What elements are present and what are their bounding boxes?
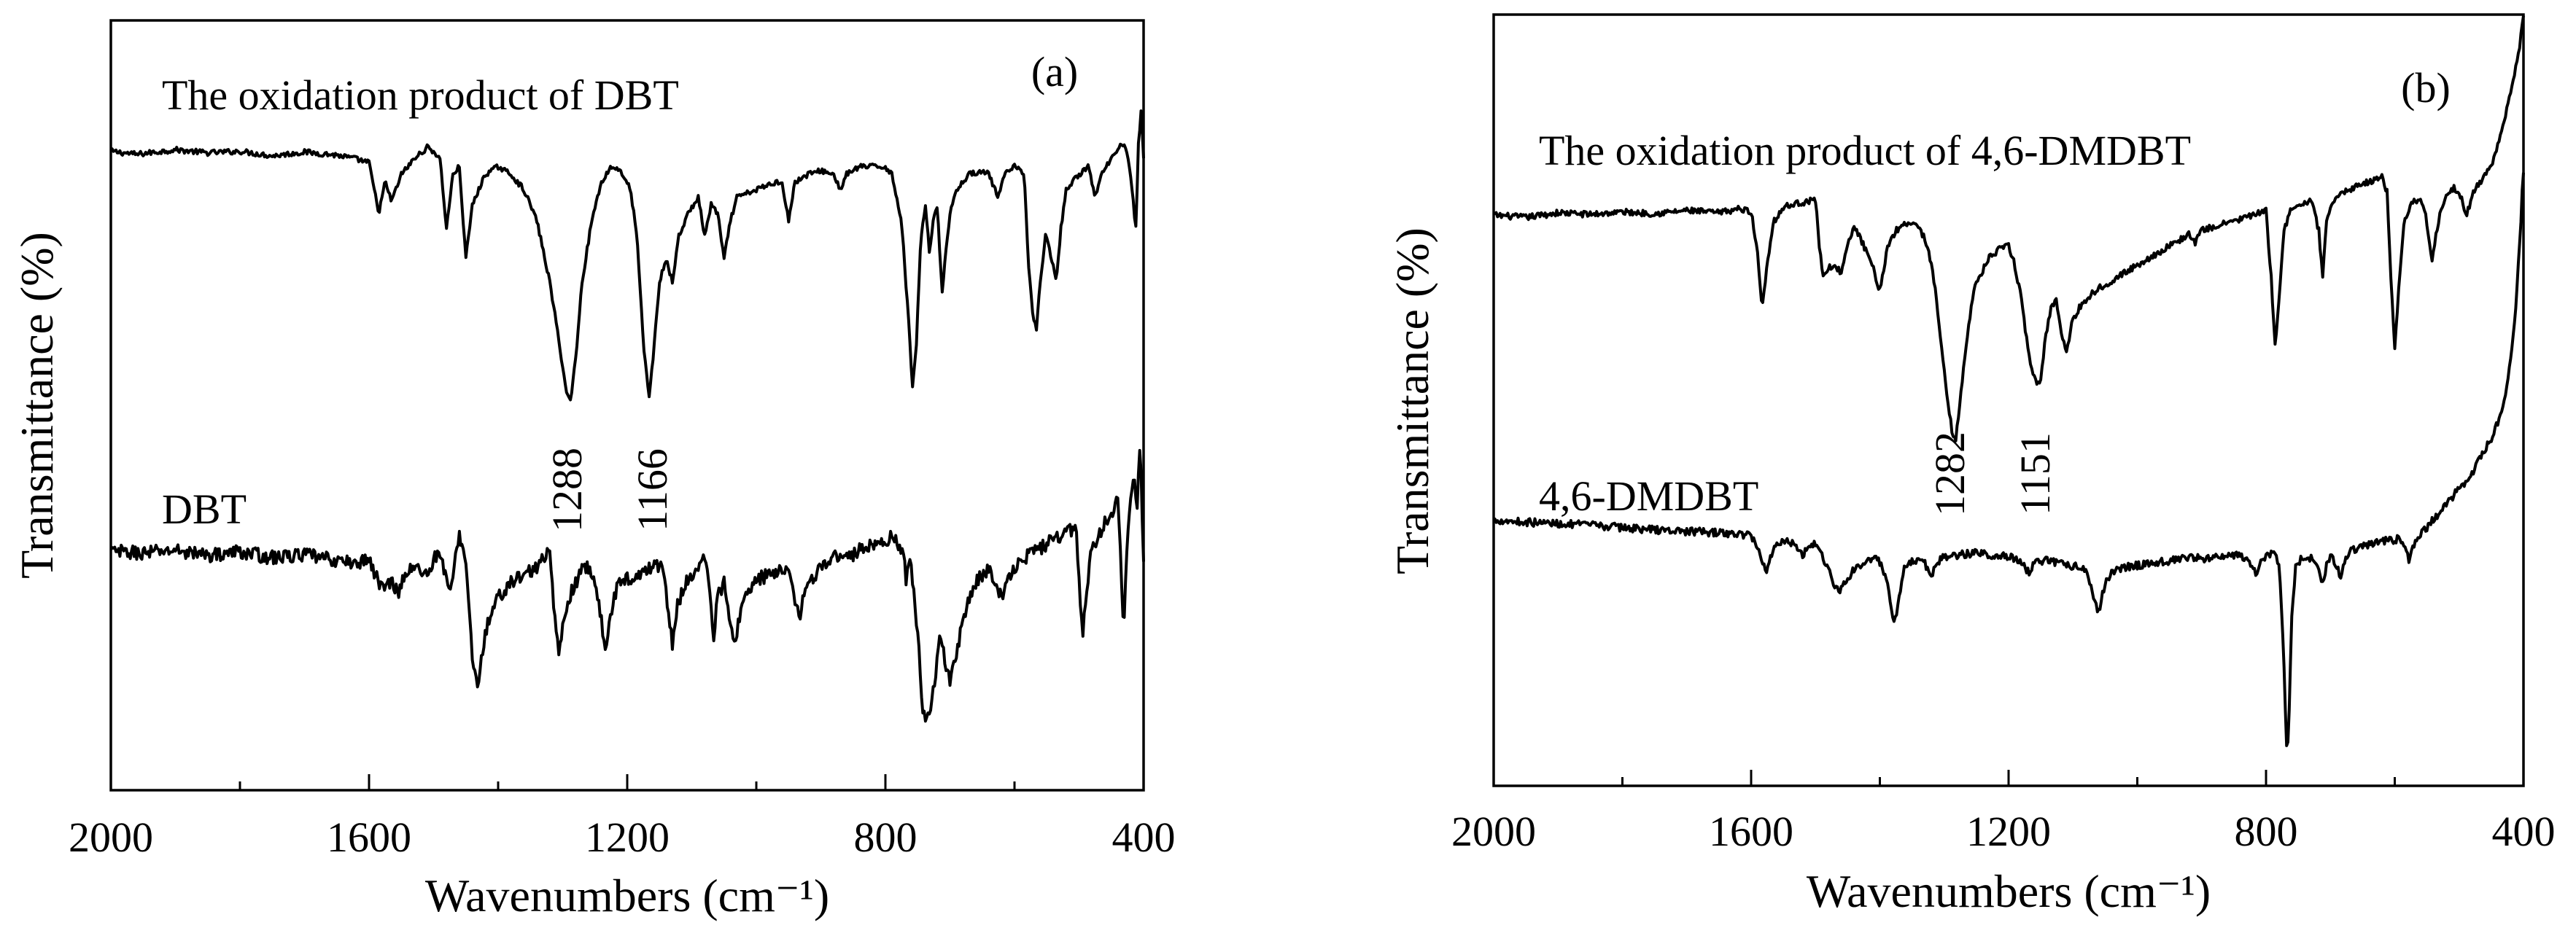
- peak-label-1282: 1282: [1926, 432, 1974, 516]
- panel-a: (a) The oxidation product of DBT DBT 128…: [11, 19, 1176, 921]
- spectrum-4-6-dmdbt: [1493, 172, 2525, 747]
- peak-label-1166: 1166: [629, 448, 676, 531]
- peak-label-1151: 1151: [2011, 432, 2059, 515]
- series-label-dmdbt: 4,6-DMDBT: [1539, 472, 1758, 520]
- spectrum-the-oxidation-product-of-4-6-dmdbt: [1493, 15, 2525, 442]
- x-tick-label-1200-b: 1200: [1966, 808, 2051, 855]
- panel-label-a: (a): [1031, 48, 1078, 95]
- spectrum-the-oxidation-product-of-dbt: [109, 109, 1145, 402]
- plot-frame-a: [109, 19, 1145, 792]
- spectrum-dbt: [109, 448, 1145, 723]
- y-axis-title-b: Transmittance (%): [1386, 227, 1438, 574]
- x-tick-label-2000-b: 2000: [1451, 808, 1536, 855]
- y-axis-title-a: Transmittance (%): [11, 232, 63, 579]
- x-tick-label-1200-a: 1200: [585, 814, 670, 861]
- x-axis-title-b: Wavenumbers (cm⁻¹): [1807, 865, 2211, 917]
- x-tick-label-800-a: 800: [854, 814, 917, 861]
- x-tick-label-800-b: 800: [2235, 808, 2298, 855]
- x-axis-title-a: Wavenumbers (cm⁻¹): [425, 870, 829, 921]
- series-lines-b: [1493, 15, 2525, 747]
- x-tick-label-400-b: 400: [2492, 808, 2556, 855]
- x-tick-label-1600-b: 1600: [1709, 808, 1793, 855]
- peak-label-1288: 1288: [543, 448, 591, 532]
- x-tick-label-2000-a: 2000: [69, 814, 153, 861]
- panel-b: (b) The oxidation product of 4,6-DMDBT 4…: [1386, 13, 2556, 917]
- panel-label-b: (b): [2401, 64, 2451, 112]
- series-label-oxidation-dbt: The oxidation product of DBT: [162, 71, 679, 119]
- x-ticks-a: [109, 774, 1145, 790]
- series-lines-a: [109, 109, 1145, 723]
- series-label-dbt: DBT: [162, 485, 247, 533]
- x-tick-label-1600-a: 1600: [327, 814, 411, 861]
- x-ticks-b: [1492, 770, 2525, 786]
- x-tick-label-400-a: 400: [1112, 814, 1176, 861]
- series-label-oxidation-dmdbt: The oxidation product of 4,6-DMDBT: [1539, 127, 2191, 174]
